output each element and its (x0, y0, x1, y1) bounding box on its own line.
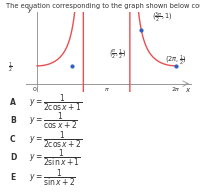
Text: B: B (10, 116, 16, 125)
Text: $0$: $0$ (32, 85, 37, 93)
Text: $\pi$: $\pi$ (104, 86, 110, 93)
Text: $y=\dfrac{1}{2\sin x+1}$: $y=\dfrac{1}{2\sin x+1}$ (29, 148, 81, 168)
Text: C: C (10, 135, 15, 144)
Text: $2\pi$: $2\pi$ (171, 85, 181, 93)
Text: The equation corresponding to the graph shown below could be:: The equation corresponding to the graph … (6, 3, 200, 9)
Text: A: A (10, 98, 16, 107)
Text: $y=\dfrac{1}{2\cos x+1}$: $y=\dfrac{1}{2\cos x+1}$ (29, 92, 83, 113)
Text: $(2\pi,\frac{1}{2})$: $(2\pi,\frac{1}{2})$ (165, 54, 187, 68)
Text: $x$: $x$ (185, 86, 192, 94)
Text: E: E (10, 173, 15, 182)
Text: D: D (10, 153, 16, 162)
Text: $y$: $y$ (27, 6, 34, 15)
Text: $y=\dfrac{1}{\cos x+2}$: $y=\dfrac{1}{\cos x+2}$ (29, 111, 78, 131)
Text: $(\frac{3\pi}{2},1)$: $(\frac{3\pi}{2},1)$ (152, 11, 173, 25)
Text: $(\frac{\pi}{2},\frac{1}{2})$: $(\frac{\pi}{2},\frac{1}{2})$ (109, 48, 126, 62)
Text: $y=\dfrac{1}{\sin x+2}$: $y=\dfrac{1}{\sin x+2}$ (29, 167, 76, 188)
Text: $y=\dfrac{1}{2\cos x+2}$: $y=\dfrac{1}{2\cos x+2}$ (29, 129, 83, 150)
Text: $\frac{1}{2}$: $\frac{1}{2}$ (8, 61, 13, 75)
